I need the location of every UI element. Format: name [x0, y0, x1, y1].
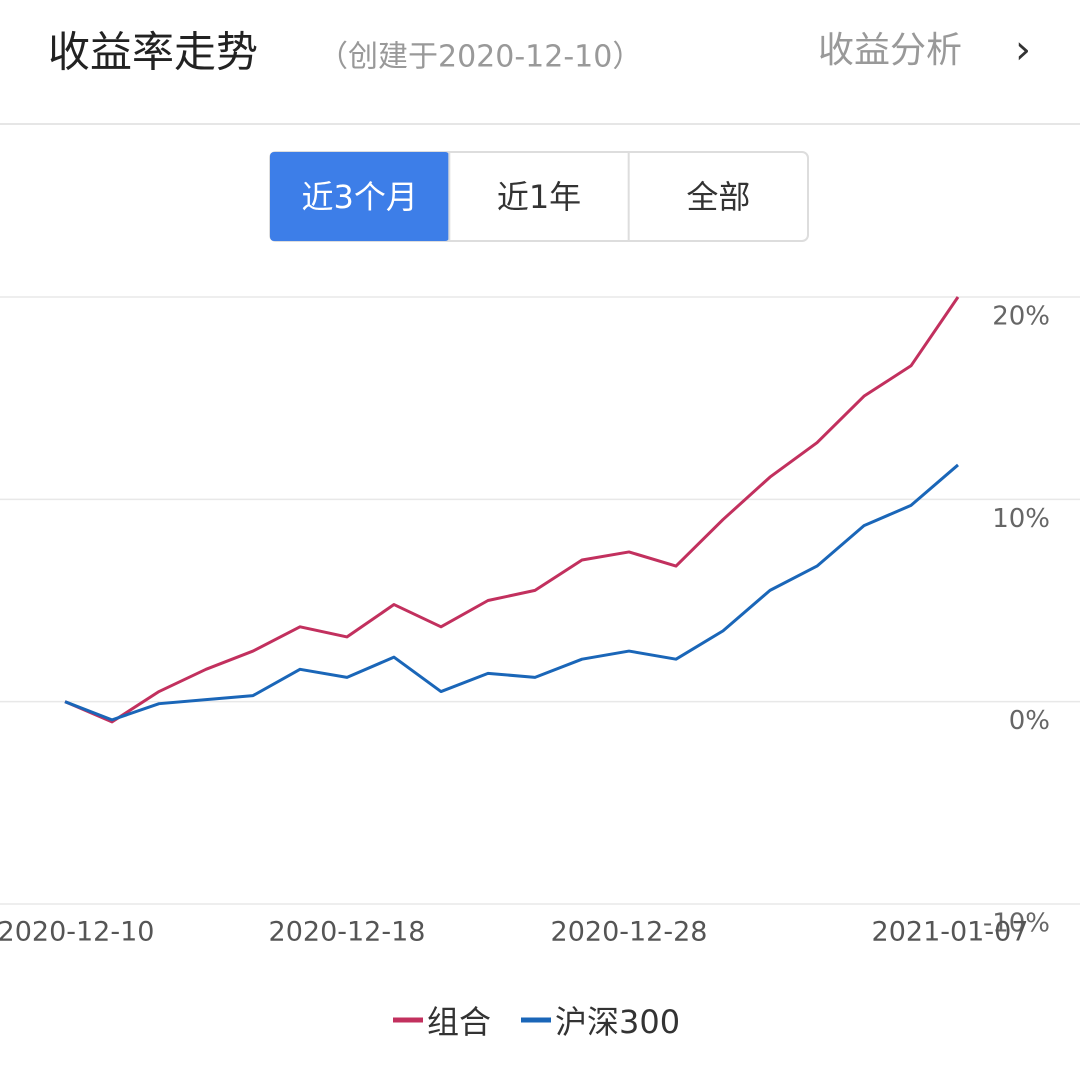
x-tick-label: 2020-12-18	[269, 917, 426, 948]
tab[interactable]: 近1年	[497, 178, 581, 216]
series-line	[64, 296, 960, 724]
y-tick-label: 20%	[992, 302, 1050, 332]
tab-selected[interactable]	[270, 152, 450, 241]
x-tick-label: 2020-12-28	[551, 917, 708, 948]
legend-label: 组合	[427, 1003, 491, 1041]
legend-label: 沪深300	[555, 1003, 680, 1041]
tab[interactable]: 近3个月	[301, 178, 417, 216]
y-tick-label: -10%	[983, 909, 1050, 939]
tab-group: 近3个月 近1年 全部	[269, 151, 809, 242]
series-line	[64, 463, 959, 722]
chart: -10% 0% 10% 20% 2020-12-10 2020-12-18 2020-12-…	[0, 296, 1080, 1041]
analysis-link[interactable]: 收益分析	[818, 30, 962, 71]
chevron[interactable]: ›	[1015, 27, 1031, 73]
subtitle: （创建于2020-12-10）	[318, 40, 642, 75]
x-tick-label: 2020-12-10	[0, 917, 154, 948]
y-tick-label: 0%	[1009, 706, 1050, 736]
tab[interactable]: 全部	[686, 178, 750, 216]
y-tick-label: 10%	[992, 504, 1050, 534]
x-tick-label: 2021-01-07	[872, 917, 1029, 948]
page-title: 收益率走势	[48, 28, 258, 77]
